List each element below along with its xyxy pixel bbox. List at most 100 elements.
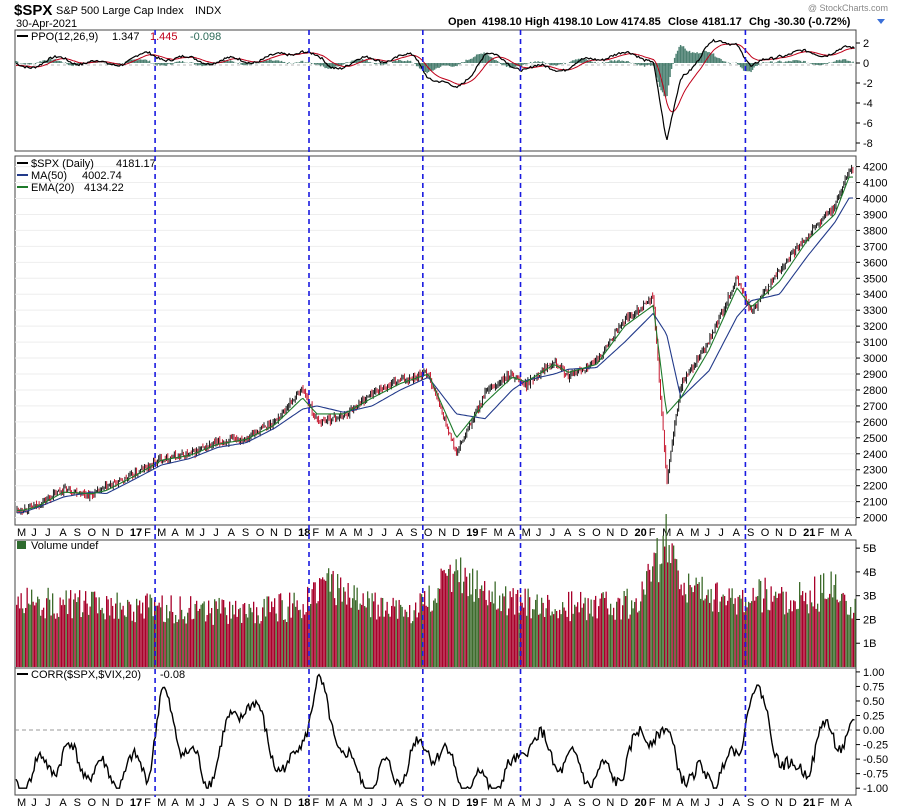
volume-bar [454, 571, 456, 667]
volume-bar [467, 596, 469, 667]
ppo-histogram-bar [168, 63, 170, 64]
ppo-histogram-bar [153, 63, 155, 64]
ppo-histogram-bar [535, 62, 538, 63]
price-x-tick-label: D [284, 527, 292, 539]
volume-bar [202, 603, 204, 667]
price-x-tick-label: J [368, 527, 374, 539]
volume-bar [47, 587, 49, 667]
volume-bar [614, 619, 616, 667]
price-x-tick-label: J [705, 527, 711, 539]
volume-bar [59, 597, 61, 667]
volume-bar [416, 617, 418, 667]
volume-bar [577, 602, 579, 667]
volume-bar [116, 592, 118, 667]
volume-bar [185, 623, 187, 667]
ppo-histogram-bar [679, 45, 682, 63]
ppo-histogram-bar [429, 63, 431, 71]
ppo-histogram-bar [780, 61, 782, 63]
corr-y-axis: 1.00 0.75 0.50 0.25 0.00 -0.25 -0.50 -0.75 -1.00 [856, 667, 888, 795]
volume-bar [362, 593, 364, 667]
volume-bar [553, 614, 555, 667]
volume-bar [794, 601, 796, 667]
dropdown-arrow-icon[interactable] [877, 19, 885, 24]
price-x-tick-label: J [31, 527, 36, 539]
volume-bar [274, 598, 276, 667]
ppo-histogram-bar [274, 60, 277, 63]
ppo-histogram-bar [163, 63, 166, 66]
volume-bar [127, 599, 129, 667]
ma-label: MA(50) [31, 170, 67, 182]
volume-bar [559, 609, 561, 667]
volume-bar [433, 600, 435, 667]
volume-bar [383, 616, 385, 667]
volume-bar [568, 591, 570, 667]
corr-x-tick-label: M [493, 797, 502, 809]
corr-x-tick-label: D [284, 797, 292, 809]
price-x-tick-label: A [59, 527, 67, 539]
ppo-histogram-bar [661, 63, 664, 93]
corr-x-tick-label: O [256, 797, 265, 809]
volume-label: Volume undef [31, 540, 99, 552]
ppo-histogram-bar [480, 53, 482, 63]
ppo-histogram-bar [700, 52, 703, 63]
ppo-histogram-bar [322, 63, 325, 67]
ppo-histogram-bar [846, 60, 848, 63]
volume-bar [520, 594, 522, 667]
volume-bar [107, 599, 109, 667]
volume-y-tick-label: 3B [863, 591, 876, 603]
volume-bar [769, 610, 771, 667]
price-x-tick-label: D [116, 527, 124, 539]
price-x-tick-label: D [452, 527, 460, 539]
price-x-tick-label: S [410, 527, 417, 539]
ppo-histogram-bar [172, 63, 175, 64]
volume-bar [701, 576, 703, 667]
volume-bar [368, 598, 370, 667]
volume-bar [331, 574, 333, 667]
ppo-histogram-bar [436, 63, 439, 68]
volume-bar [397, 618, 399, 667]
ppo-histogram-bar [615, 61, 617, 63]
volume-bar [833, 585, 835, 667]
volume-bar [637, 612, 639, 667]
ppo-histogram-bar [637, 63, 640, 65]
volume-bar [749, 603, 751, 667]
volume-bar [382, 598, 384, 667]
ppo-value-2: 1.445 [150, 31, 178, 43]
volume-bar [239, 607, 241, 667]
volume-bar [25, 607, 27, 667]
ppo-histogram-bar [453, 63, 455, 67]
volume-bar [256, 607, 258, 667]
ppo-histogram-bar [55, 60, 58, 63]
volume-bar [664, 546, 666, 667]
volume-bar [55, 618, 57, 667]
volume-bar [770, 586, 772, 667]
ppo-histogram-bar [655, 63, 658, 78]
price-x-tick-label: A [845, 527, 853, 539]
price-y-tick-label: 4000 [863, 193, 887, 205]
volume-bar [709, 602, 711, 667]
corr-x-tick-label: S [74, 797, 81, 809]
volume-bar [413, 610, 415, 667]
ppo-histogram-bar [433, 63, 436, 70]
corr-x-tick-label: J [368, 797, 374, 809]
volume-bar [298, 610, 300, 667]
price-x-tick-label: A [228, 527, 236, 539]
volume-bar [49, 599, 51, 667]
ppo-histogram-bar [576, 59, 578, 63]
ppo-histogram-bar [369, 61, 371, 63]
volume-bar [277, 621, 279, 667]
volume-bar [419, 593, 421, 667]
volume-bar [22, 608, 24, 667]
ppo-histogram-bar [651, 63, 653, 66]
volume-bar [364, 606, 366, 667]
volume-bar [305, 612, 307, 667]
volume-y-axis: 5B 4B 3B 2B 1B [856, 543, 876, 650]
ppo-histogram-bar [601, 62, 604, 63]
close-label: Close [668, 16, 698, 28]
volume-bar [734, 598, 736, 667]
corr-x-tick-label: J [718, 797, 724, 809]
ppo-histogram-bar [231, 61, 233, 63]
ppo-histogram-bar [550, 63, 553, 66]
volume-bar [167, 618, 169, 667]
price-y-tick-label: 3000 [863, 353, 887, 365]
